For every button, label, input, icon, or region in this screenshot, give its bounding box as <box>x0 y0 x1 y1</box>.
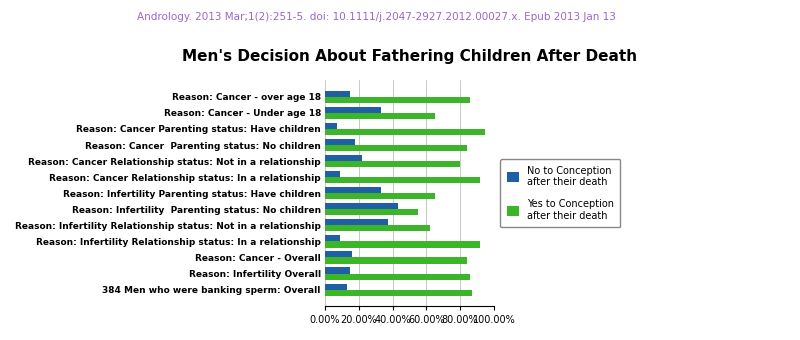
Bar <box>325 268 350 274</box>
Bar <box>325 203 398 209</box>
Bar <box>325 251 352 257</box>
Bar <box>325 225 430 232</box>
Bar <box>325 139 355 145</box>
Bar <box>325 235 340 241</box>
Bar <box>325 257 467 264</box>
Bar <box>325 123 337 129</box>
Bar <box>325 177 480 183</box>
Bar <box>325 274 470 280</box>
Bar <box>325 107 381 113</box>
Bar <box>325 219 387 225</box>
Bar <box>325 193 434 199</box>
Bar <box>325 290 472 296</box>
Bar <box>325 91 350 97</box>
Legend: No to Conception
after their death, Yes to Conception
after their death: No to Conception after their death, Yes … <box>501 159 621 227</box>
Bar <box>325 241 480 248</box>
Bar <box>325 187 381 193</box>
Bar <box>325 145 467 151</box>
Bar <box>325 171 340 177</box>
Text: Andrology. 2013 Mar;1(2):251-5. doi: 10.1111/j.2047-2927.2012.00027.x. Epub 2013: Andrology. 2013 Mar;1(2):251-5. doi: 10.… <box>137 12 615 22</box>
Bar <box>325 113 434 119</box>
Title: Men's Decision About Fathering Children After Death: Men's Decision About Fathering Children … <box>182 49 637 64</box>
Bar <box>325 209 418 215</box>
Bar <box>325 97 470 103</box>
Bar <box>325 161 460 167</box>
Bar <box>325 284 347 290</box>
Bar <box>325 155 362 161</box>
Bar <box>325 129 486 135</box>
